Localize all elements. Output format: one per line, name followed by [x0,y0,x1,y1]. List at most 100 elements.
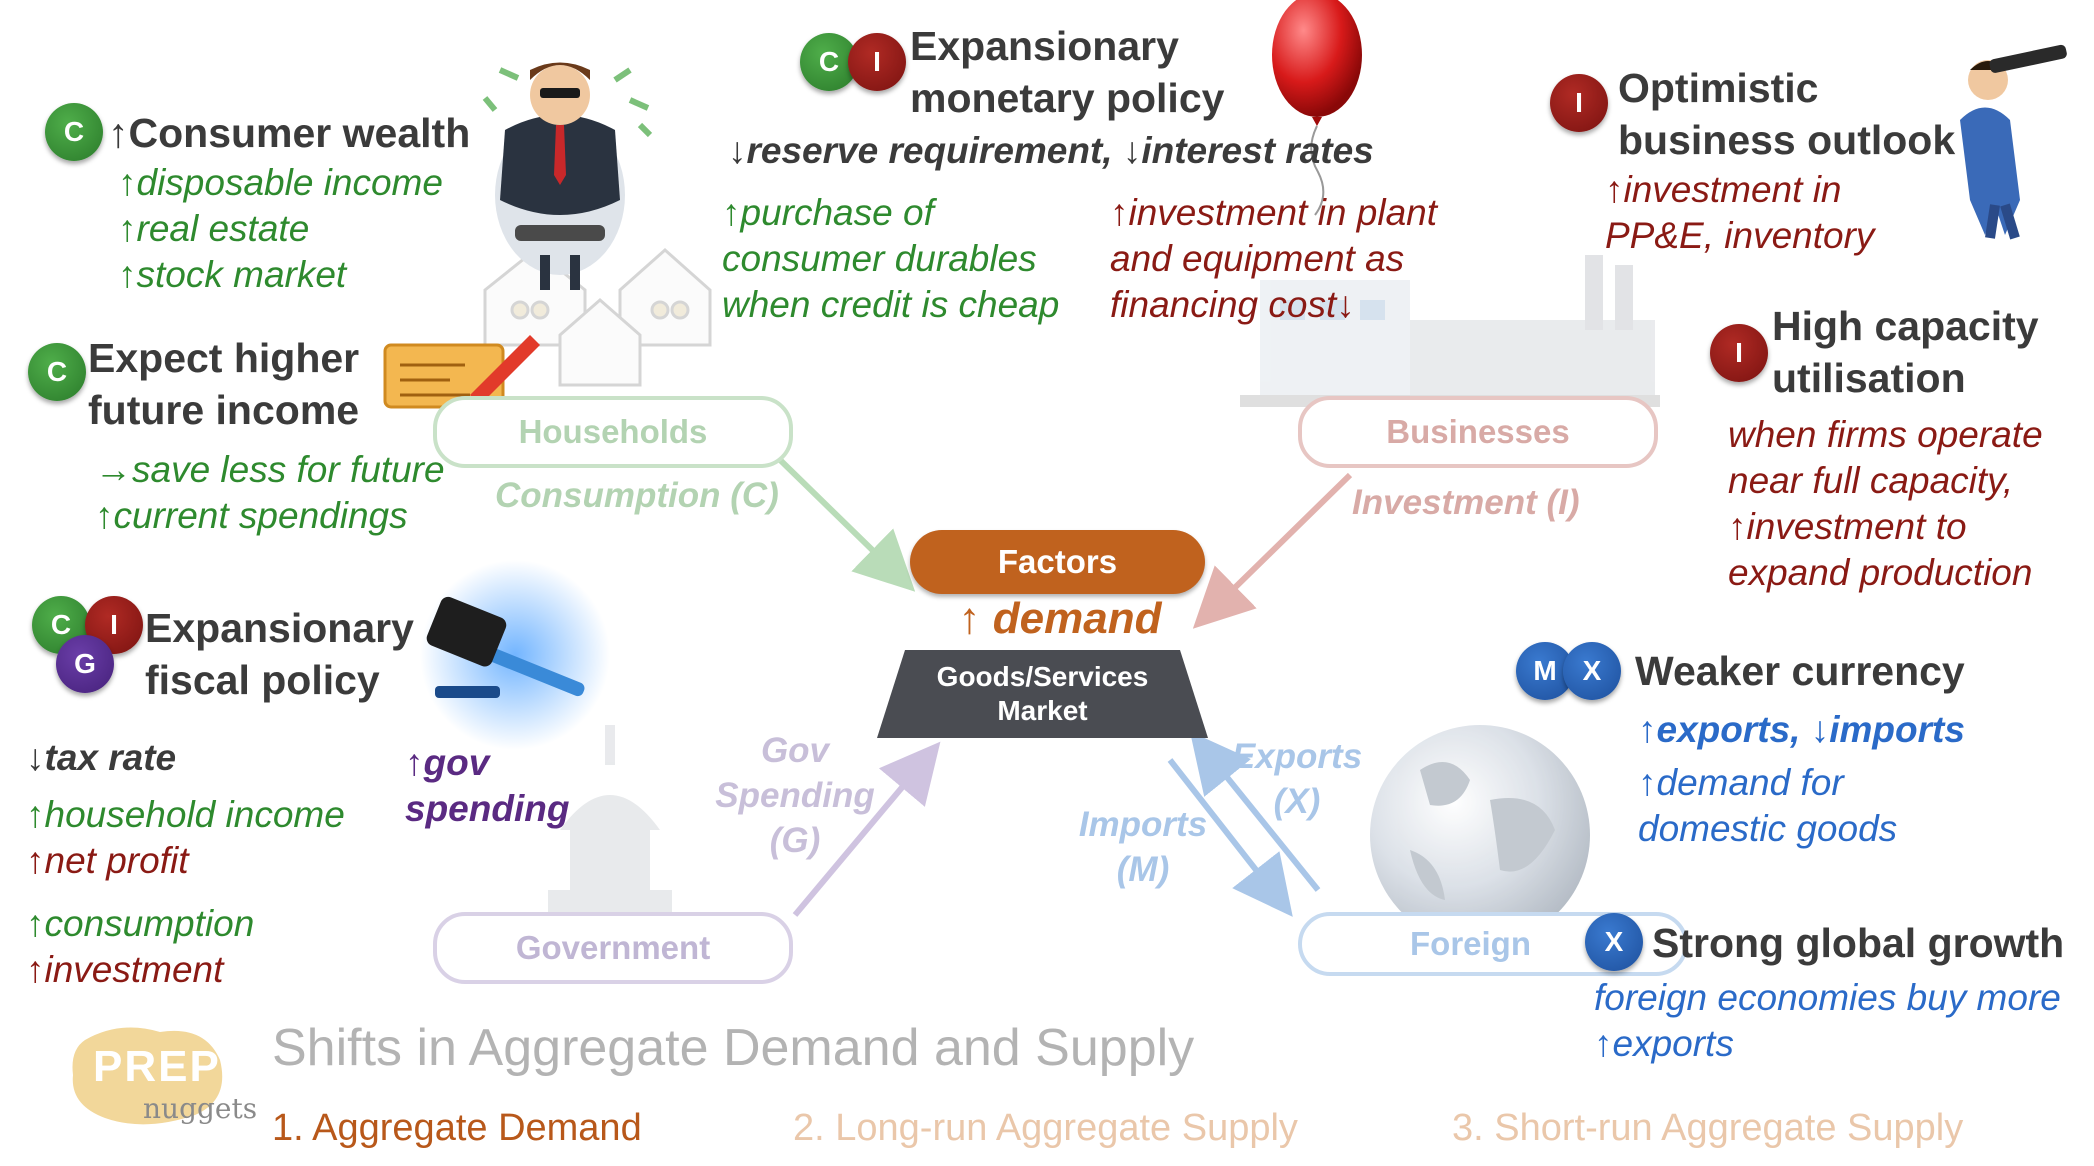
gov-spending-arrow [792,741,941,917]
fiscal-policy-title: Expansionary fiscal policy [145,602,414,706]
prep-nuggets-logo: PREP nuggets [65,1020,257,1135]
logo-nuggets: nuggets [143,1092,258,1125]
investment-badge: I [1710,324,1768,382]
tab-short-run-supply[interactable]: 3. Short-run Aggregate Supply [1452,1107,1964,1149]
exports-line-1: Exports [1231,737,1363,776]
fiscal-items-spending: ↑consumption ↑investment [26,901,254,993]
expect-income-items: →save less for future ↑current spendings [95,447,445,539]
expect-income-item: →save less for future [95,449,445,490]
footer-title: Shifts in Aggregate Demand and Supply [272,1019,1195,1077]
optimistic-title-line-2: business outlook [1618,117,1956,163]
consumption-badge: C [45,103,103,161]
government-pill[interactable]: Government [433,912,793,984]
optimistic-outlook-items: ↑investment in PP&E, inventory [1605,167,1874,259]
currency-items: ↑demand for domestic goods [1638,760,1897,852]
exports-badge: X [1585,913,1643,971]
fiscal-gov-spending-line: ↑gov [405,742,490,783]
market-line-1: Goods/Services [936,661,1149,692]
imports-line-2: (M) [1116,850,1170,889]
businessman-telescope-icon [1960,44,2067,240]
currency-item: ↑demand for [1638,762,1844,803]
businesses-pill[interactable]: Businesses [1298,396,1658,468]
global-growth-item: ↑exports [1594,1023,1734,1064]
consumer-wealth-item: ↑disposable income [118,162,443,203]
consumer-wealth-items: ↑disposable income ↑real estate ↑stock m… [118,160,443,298]
logo-prep: PREP [93,1042,221,1091]
capitol-icon [548,725,672,912]
global-growth-item: foreign economies buy more [1594,977,2061,1018]
capacity-item: near full capacity, [1728,460,2014,501]
expect-income-title: Expect higher future income [88,332,359,436]
fiscal-item: ↑consumption [26,903,255,944]
capacity-utilisation-title: High capacity utilisation [1772,300,2039,404]
investment-arrow [1192,472,1353,629]
monetary-business-line: ↑investment in plant [1110,192,1438,233]
expect-income-item: ↑current spendings [95,495,408,536]
investment-badge: I [1550,74,1608,132]
capacity-title-line-1: High capacity [1772,303,2039,349]
gov-spending-flow-label: Gov Spending (G) [705,728,885,863]
optimistic-item: PP&E, inventory [1605,215,1875,256]
currency-bold-line: ↑exports, ↓imports [1638,709,1965,750]
fiscal-item red: ↑investment [26,949,224,990]
gov-spending-line-1: Gov [760,731,830,770]
gavel-icon [420,560,610,750]
monetary-title-line-2: monetary policy [910,75,1225,121]
fiscal-item: ↑household income [26,794,345,835]
capacity-utilisation-items: when firms operate near full capacity, ↑… [1728,412,2043,596]
exports-arrow [1189,731,1321,892]
capacity-item: expand production [1728,552,2033,593]
consumer-wealth-item: ↑real estate [118,208,310,249]
imports-line-1: Imports [1078,805,1208,844]
fiscal-gov-spending-line: spending [405,788,570,829]
capacity-title-line-2: utilisation [1772,355,1966,401]
exports-line-2: (X) [1273,782,1321,821]
exports-badge: X [1563,642,1621,700]
expect-income-title-line-1: Expect higher [88,335,360,381]
monetary-consumer-line: consumer durables [722,238,1037,279]
fiscal-title-line-2: fiscal policy [145,657,380,703]
balloon-icon [1272,0,1362,216]
exports-flow-label: Exports (X) [1222,734,1372,824]
consumption-badge: C [28,343,86,401]
consumption-badge: C [32,596,90,654]
gov-spending-line-2: Spending [715,776,875,815]
tab-aggregate-demand[interactable]: 1. Aggregate Demand [272,1107,642,1149]
capacity-item: when firms operate [1728,414,2043,455]
optimistic-outlook-title: Optimistic business outlook [1618,62,1955,166]
cheque-icon [383,335,540,409]
investment-badge: I [848,33,906,91]
currency-item: domestic goods [1638,808,1898,849]
global-growth-title: Strong global growth [1652,920,2065,966]
market-trapezoid [877,650,1208,738]
monetary-business-line: financing cost↓ [1110,284,1355,325]
expect-income-title-line-2: future income [88,387,360,433]
demand-label: ↑ demand [958,594,1162,643]
consumer-wealth-item: ↑stock market [118,254,347,295]
wealthy-man-icon [482,62,653,290]
globe-icon [1370,725,1590,945]
imports-arrow [1167,758,1293,917]
market-label: Goods/Services Market [905,660,1180,728]
fiscal-title-line-1: Expansionary [145,605,414,651]
households-pill[interactable]: Households [433,396,793,468]
tab-long-run-supply[interactable]: 2. Long-run Aggregate Supply [793,1107,1298,1149]
monetary-consumer-line: when credit is cheap [722,284,1060,325]
imports-flow-label: Imports (M) [1068,802,1218,892]
monetary-subtitle: ↓reserve requirement, ↓interest rates [728,130,1374,171]
investment-flow-label: Investment (I) [1352,483,1580,522]
weaker-currency-title: Weaker currency [1635,648,1965,694]
fiscal-items-income: ↑household income ↑net profit [26,792,345,884]
monetary-business-line: and equipment as [1110,238,1405,279]
monetary-policy-title: Expansionary monetary policy [910,20,1224,124]
capacity-item: ↑investment to [1728,506,1967,547]
global-growth-items: foreign economies buy more ↑exports [1594,975,2061,1067]
consumption-arrow [772,452,916,592]
monetary-consumer-effect: ↑purchase of consumer durables when cred… [722,190,1059,328]
consumption-flow-label: Consumption (C) [495,476,779,515]
factors-pill: Factors [910,530,1205,594]
market-line-2: Market [997,695,1088,726]
optimistic-item: ↑investment in [1605,169,1842,210]
consumer-wealth-title: ↑Consumer wealth [108,110,471,156]
